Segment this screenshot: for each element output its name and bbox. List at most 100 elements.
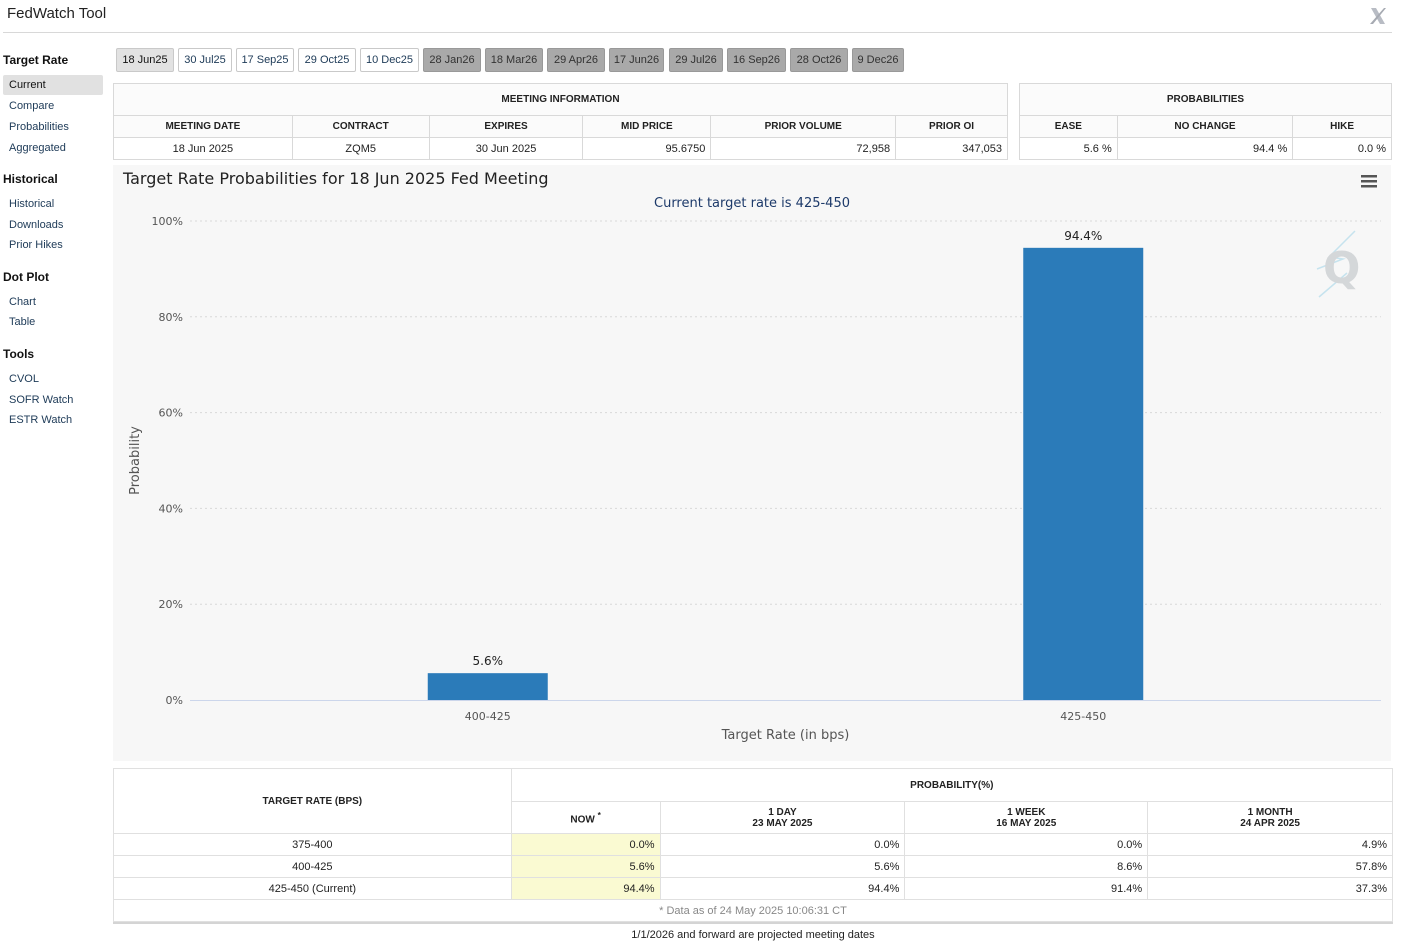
- column-header: MID PRICE: [582, 115, 712, 138]
- y-axis-ticks: 0% 20% 40% 60% 80% 100%: [152, 215, 183, 707]
- x-tick-label: 425-450: [1060, 710, 1106, 723]
- app-title: FedWatch Tool: [7, 5, 107, 22]
- column-header: CONTRACT: [291, 115, 430, 138]
- sidebar-item-prior-hikes[interactable]: Prior Hikes: [9, 239, 63, 251]
- x-axis-title: Target Rate (in bps): [721, 728, 850, 743]
- hike-cell: 0.0 %: [1292, 137, 1392, 160]
- hamburger-menu-icon[interactable]: [1361, 175, 1377, 188]
- close-icon[interactable]: [1366, 4, 1390, 28]
- sidebar-item-historical[interactable]: Historical: [9, 198, 55, 210]
- sidebar-item-table[interactable]: Table: [9, 316, 36, 328]
- title-divider: [3, 32, 1392, 33]
- tab-meeting-date[interactable]: 18 Mar26: [485, 48, 543, 72]
- tab-meeting-date[interactable]: 28 Oct26: [790, 48, 848, 72]
- sidebar-item-probabilities[interactable]: Probabilities: [9, 121, 69, 133]
- probability-cell: 0.0%: [510, 833, 661, 856]
- table-row: 18 Jun 2025 ZQM5 30 Jun 2025 95.6750 72,…: [113, 137, 1008, 160]
- sidebar-item-estr-watch[interactable]: ESTR Watch: [9, 414, 73, 426]
- probability-cell: 0.0%: [904, 833, 1149, 856]
- sidebar-heading-historical: Historical: [3, 172, 58, 186]
- chart-bars: 5.6% 400-425 94.4% 425-450: [427, 229, 1144, 723]
- column-header-1-day: 1 DAY 23 MAY 2025: [659, 801, 906, 834]
- y-tick-label: 20%: [159, 598, 183, 611]
- probability-cell: 5.6%: [659, 855, 906, 878]
- probability-cell: 94.4%: [510, 877, 661, 900]
- title-bar: FedWatch Tool: [0, 0, 1403, 33]
- contract-cell: ZQM5: [291, 137, 430, 160]
- probability-group-header: PROBABILITY(%): [510, 768, 1394, 802]
- tab-meeting-date[interactable]: 18 Jun25: [116, 48, 174, 72]
- chart-panel: Target Rate Probabilities for 18 Jun 202…: [113, 165, 1391, 761]
- meeting-info-heading: MEETING INFORMATION: [113, 83, 1008, 116]
- column-header-label: 1 MONTH: [1247, 806, 1293, 818]
- projected-dates-note: 1/1/2026 and forward are projected meeti…: [631, 929, 875, 941]
- y-tick-label: 0%: [166, 694, 183, 707]
- tab-meeting-date[interactable]: 28 Jan26: [423, 48, 481, 72]
- prior-oi-cell: 347,053: [895, 137, 1008, 160]
- y-tick-label: 60%: [159, 407, 183, 420]
- chart-subtitle: Current target rate is 425-450: [654, 196, 850, 211]
- meeting-date-cell: 18 Jun 2025: [113, 137, 293, 160]
- tab-meeting-date[interactable]: 29 Oct25: [298, 48, 356, 72]
- target-rate-cell: 425-450 (Current): [113, 877, 512, 900]
- sidebar-item-current[interactable]: Current: [3, 75, 103, 95]
- column-header: NO CHANGE: [1116, 115, 1294, 138]
- sidebar-item-cvol[interactable]: CVOL: [9, 373, 39, 385]
- sidebar-item-compare[interactable]: Compare: [9, 100, 55, 112]
- tab-meeting-date[interactable]: 16 Sep26: [727, 48, 786, 72]
- target-rate-header: TARGET RATE (BPS): [113, 768, 512, 834]
- quikstrike-logo-watermark: Q: [1316, 230, 1360, 298]
- tab-meeting-date[interactable]: 17 Sep25: [236, 48, 294, 72]
- chart-bar[interactable]: [1023, 247, 1144, 700]
- y-tick-label: 80%: [159, 311, 183, 324]
- column-header-1-week: 1 WEEK 16 MAY 2025: [904, 801, 1149, 834]
- tab-meeting-date[interactable]: 29 Apr26: [547, 48, 605, 72]
- column-header-date: 16 MAY 2025: [996, 817, 1057, 829]
- column-header: EASE: [1019, 115, 1118, 138]
- sidebar-item-chart[interactable]: Chart: [9, 296, 36, 308]
- x-tick-label: 400-425: [465, 710, 511, 723]
- probability-cell: 37.3%: [1147, 877, 1393, 900]
- column-header-date: 23 MAY 2025: [752, 817, 813, 829]
- sidebar-heading-target-rate: Target Rate: [3, 53, 69, 67]
- chart-gridlines: [190, 220, 1381, 605]
- tab-meeting-date[interactable]: 17 Jun26: [609, 48, 664, 72]
- bar-data-label: 5.6%: [473, 654, 504, 668]
- chart-title: Target Rate Probabilities for 18 Jun 202…: [122, 169, 549, 188]
- sidebar-heading-tools: Tools: [3, 347, 35, 361]
- chart-bar[interactable]: [427, 673, 548, 700]
- sidebar-item-downloads[interactable]: Downloads: [9, 219, 64, 231]
- target-rate-cell: 400-425: [113, 855, 512, 878]
- target-rate-cell: 375-400: [113, 833, 512, 856]
- column-header-label: 1 WEEK: [1007, 806, 1046, 818]
- table-row: 5.6 % 94.4 % 0.0 %: [1019, 137, 1392, 160]
- probability-cell: 5.6%: [510, 855, 661, 878]
- ease-cell: 5.6 %: [1019, 137, 1118, 160]
- sidebar-item-sofr-watch[interactable]: SOFR Watch: [9, 394, 74, 406]
- tab-meeting-date[interactable]: 30 Jul25: [178, 48, 232, 72]
- column-header: EXPIRES: [428, 115, 584, 138]
- probability-cell: 4.9%: [1147, 833, 1393, 856]
- column-header-now: NOW *: [510, 801, 661, 834]
- probabilities-table: PROBABILITIES EASE NO CHANGE HIKE 5.6 % …: [1019, 83, 1392, 160]
- mid-price-cell: 95.6750: [582, 137, 712, 160]
- column-header: MEETING DATE: [113, 115, 293, 138]
- probability-cell: 94.4%: [659, 877, 906, 900]
- probability-chart: Target Rate Probabilities for 18 Jun 202…: [122, 169, 1381, 743]
- data-timestamp-note: * Data as of 24 May 2025 10:06:31 CT: [113, 899, 1393, 922]
- column-header-label: 1 DAY: [768, 806, 797, 818]
- table-row: 400-425 5.6% 5.6% 8.6% 57.8%: [113, 855, 1393, 878]
- probability-history-table: TARGET RATE (BPS) PROBABILITY(%) NOW * 1…: [113, 768, 1394, 922]
- sidebar-item-aggregated[interactable]: Aggregated: [9, 142, 66, 154]
- expires-cell: 30 Jun 2025: [428, 137, 584, 160]
- probabilities-heading: PROBABILITIES: [1019, 83, 1392, 116]
- probability-cell: 57.8%: [1147, 855, 1393, 878]
- tab-meeting-date[interactable]: 9 Dec26: [852, 48, 904, 72]
- tab-meeting-date[interactable]: 29 Jul26: [669, 48, 723, 72]
- tab-meeting-date[interactable]: 10 Dec25: [360, 48, 419, 72]
- y-axis-title: Probability: [128, 426, 143, 495]
- column-header: HIKE: [1292, 115, 1392, 138]
- probability-cell: 8.6%: [904, 855, 1149, 878]
- y-tick-label: 100%: [152, 215, 183, 228]
- table-row: 375-400 0.0% 0.0% 0.0% 4.9%: [113, 833, 1393, 856]
